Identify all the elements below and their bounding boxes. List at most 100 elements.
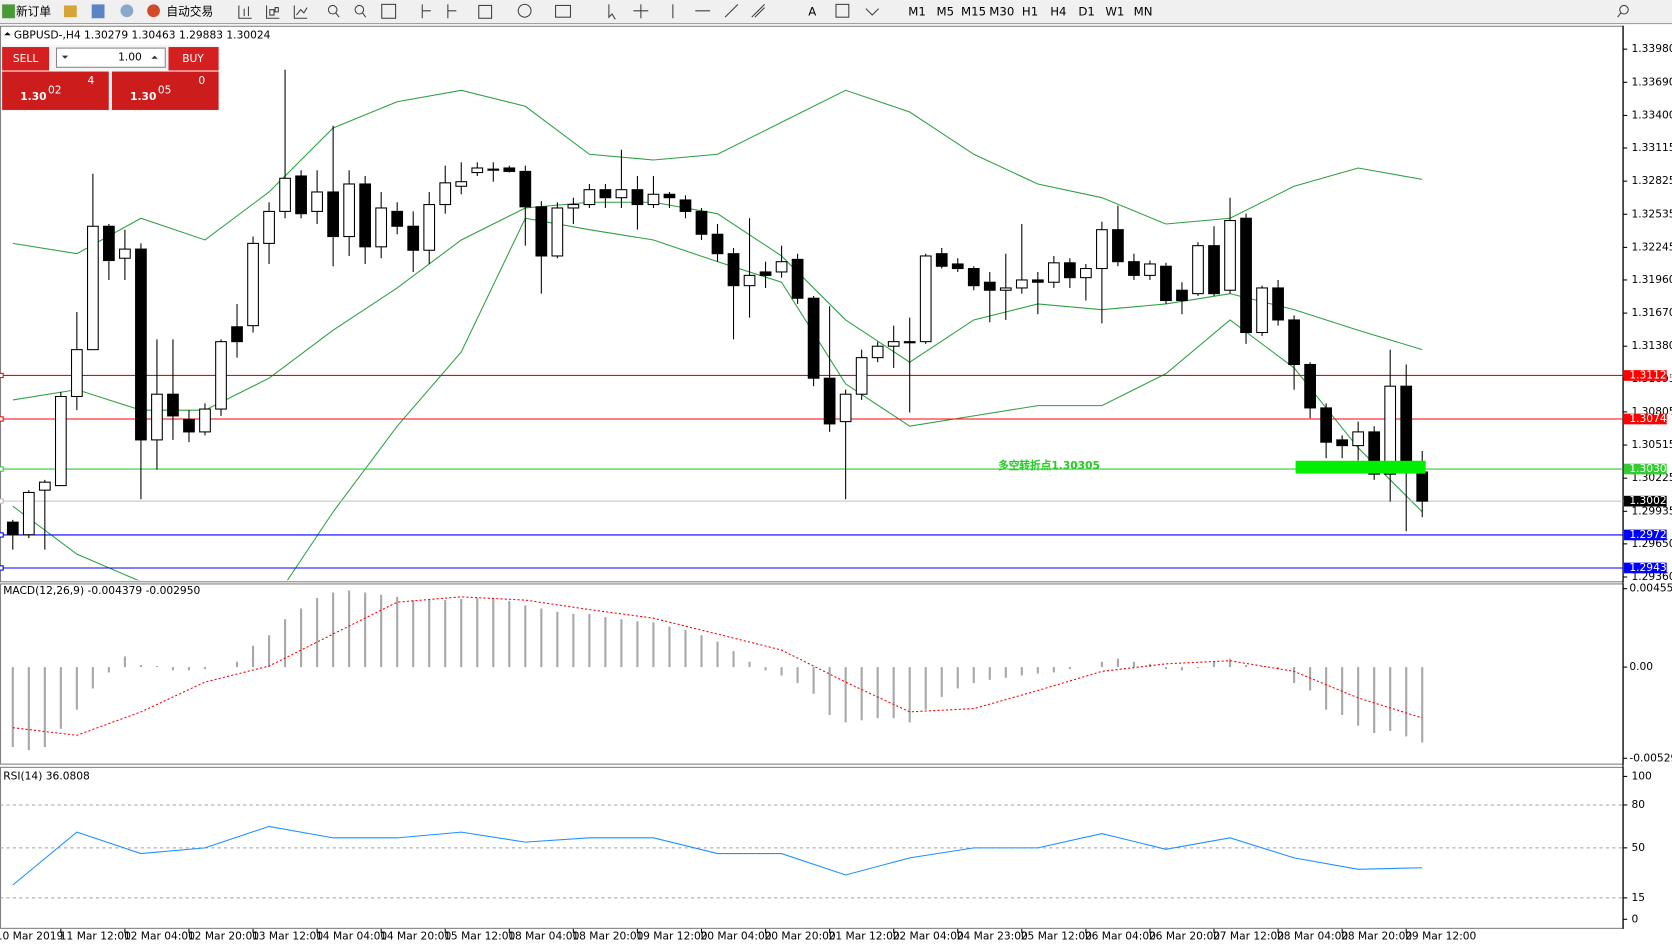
toolbar-icon[interactable] xyxy=(91,4,105,19)
timeframe-button[interactable]: H4 xyxy=(1050,4,1066,18)
candle-icon[interactable] xyxy=(266,5,280,19)
level-tag-label: 1.31124 xyxy=(1629,368,1672,381)
level-handle xyxy=(0,565,4,571)
candle-body xyxy=(375,207,388,248)
candle-body xyxy=(1368,431,1381,475)
candle-body xyxy=(1015,279,1028,289)
candle-body xyxy=(135,248,147,441)
candle-body xyxy=(1256,287,1268,334)
timeframe-button[interactable]: H1 xyxy=(1022,4,1038,18)
indicators-icon[interactable] xyxy=(478,4,493,19)
timeframe-button[interactable]: M1 xyxy=(908,4,926,18)
candle-body xyxy=(1031,279,1044,283)
volume-up[interactable] xyxy=(151,55,158,59)
x-tick-label: 18 Mar 20:00 xyxy=(572,929,643,942)
level-tag xyxy=(1624,529,1667,541)
candle-body xyxy=(439,182,452,206)
new-order-icon[interactable] xyxy=(2,4,15,19)
auto-trading-icon[interactable] xyxy=(147,4,160,18)
bar-chart-icon[interactable] xyxy=(238,5,252,19)
tile-icon[interactable] xyxy=(381,3,397,19)
candle-body xyxy=(919,255,932,343)
level-tag xyxy=(1624,413,1667,425)
volume-box[interactable] xyxy=(55,47,166,68)
candle-body xyxy=(1400,385,1413,473)
x-tick-label: 21 Mar 12:00 xyxy=(829,929,900,942)
bid-point: 4 xyxy=(87,74,94,87)
zoom-out-icon[interactable] xyxy=(354,4,365,15)
level-handle xyxy=(0,532,4,538)
candle-body xyxy=(423,204,436,251)
fib-icon[interactable] xyxy=(751,4,765,18)
scroll-icons[interactable] xyxy=(421,4,457,19)
bid-box[interactable] xyxy=(2,71,109,110)
buy-label[interactable]: BUY xyxy=(182,52,204,65)
candle-body xyxy=(6,521,19,536)
label-icon[interactable] xyxy=(835,3,850,18)
candle-body xyxy=(1160,265,1172,302)
x-tick-label: 24 Mar 23:00 xyxy=(957,929,1028,942)
timeframe-button[interactable]: M5 xyxy=(937,4,955,18)
x-tick-label: 15 Mar 12:00 xyxy=(444,929,515,942)
volume-value[interactable]: 1.00 xyxy=(118,51,142,64)
toolbar-icon[interactable] xyxy=(120,4,134,18)
y-tick-label: 1.33400 xyxy=(1631,108,1672,121)
bid-pips: 02 xyxy=(48,84,62,97)
level-tag-label: 1.29439 xyxy=(1629,561,1672,574)
candle-body xyxy=(103,225,115,262)
search-icon[interactable] xyxy=(1619,4,1629,15)
crosshair-icon[interactable] xyxy=(633,4,649,19)
candle-body xyxy=(503,167,516,172)
cursor-icon[interactable] xyxy=(608,4,616,20)
volume-down[interactable] xyxy=(61,55,69,59)
auto-trading-button[interactable]: 自动交易 xyxy=(166,4,213,18)
buy-button[interactable] xyxy=(168,47,219,71)
y-tick-label: 0.00 xyxy=(1629,660,1653,673)
x-tick-label: 18 Mar 04:00 xyxy=(508,929,579,942)
rsi-line xyxy=(12,825,1423,886)
candle-body xyxy=(759,271,772,276)
timeframe-button[interactable]: MN xyxy=(1134,4,1153,18)
candle-body xyxy=(1304,363,1316,409)
timeframe-button[interactable]: M15 xyxy=(961,4,986,18)
candle-body xyxy=(807,297,820,379)
templates-icon[interactable] xyxy=(555,4,572,18)
sell-label[interactable]: SELL xyxy=(13,52,38,65)
periods-icon[interactable] xyxy=(517,3,532,18)
x-tick-label: 14 Mar 04:00 xyxy=(316,929,387,942)
timeframe-button[interactable]: D1 xyxy=(1078,4,1094,18)
timeframe-button[interactable]: M30 xyxy=(989,4,1014,18)
y-tick-label: 100 xyxy=(1631,769,1652,782)
ask-pips: 05 xyxy=(158,84,172,97)
candle-body xyxy=(1416,471,1429,502)
timeframe-button[interactable]: W1 xyxy=(1105,4,1124,18)
toolbar-icon[interactable] xyxy=(63,5,77,18)
draw-icons[interactable] xyxy=(672,4,739,19)
candle-body xyxy=(1224,220,1236,291)
rsi-title: RSI(14) 36.0808 xyxy=(3,769,90,782)
y-tick-label: 1.32825 xyxy=(1631,174,1672,187)
sell-button[interactable] xyxy=(2,47,50,71)
line-icon[interactable] xyxy=(293,5,308,19)
ask-box[interactable] xyxy=(111,71,219,110)
candle-body xyxy=(343,183,356,238)
level-tag xyxy=(1624,463,1667,475)
new-order-button[interactable]: 新订单 xyxy=(16,4,51,18)
toolbar-icons xyxy=(238,3,1629,20)
bollinger-upper xyxy=(12,89,1423,255)
candle-body xyxy=(1128,261,1140,276)
candle-body xyxy=(151,393,163,441)
candle-body xyxy=(1336,439,1349,447)
text-tool[interactable]: A xyxy=(808,4,816,18)
x-tick-label: 25 Mar 12:00 xyxy=(1021,929,1092,942)
zoom-in-icon[interactable] xyxy=(327,4,338,15)
candle-body xyxy=(1064,262,1076,279)
candle-body xyxy=(391,210,404,227)
arrow-icon[interactable] xyxy=(865,8,880,16)
candle-body xyxy=(951,263,964,270)
level-tag xyxy=(1624,495,1667,507)
candle-body xyxy=(54,395,67,487)
candle-body xyxy=(567,204,580,209)
candle-body xyxy=(1080,267,1092,279)
price-plot xyxy=(0,69,1623,581)
